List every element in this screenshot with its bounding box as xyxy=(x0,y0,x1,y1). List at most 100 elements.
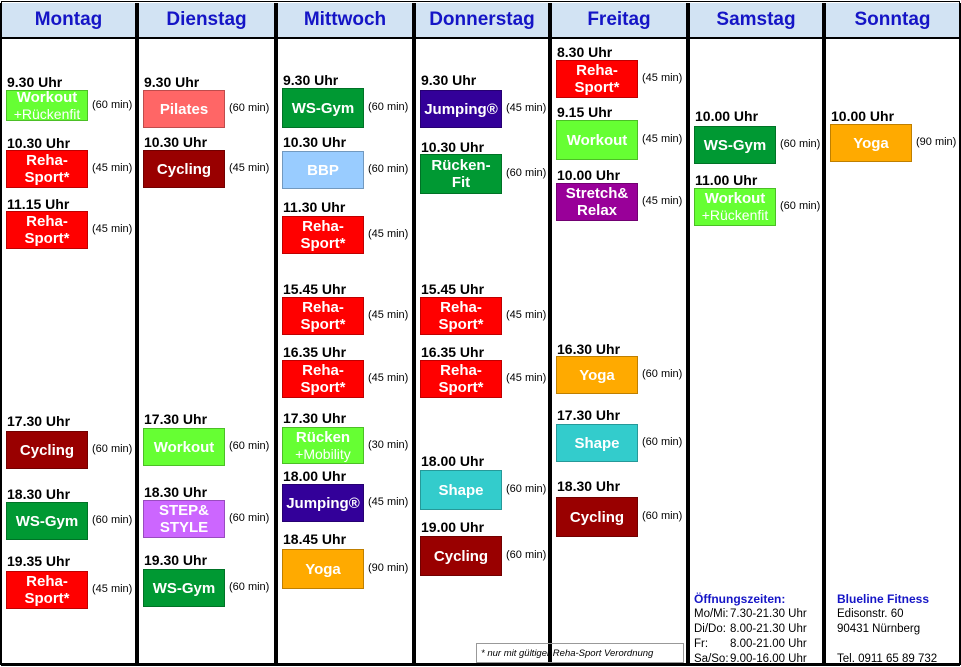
class-duration: (60 min) xyxy=(229,581,270,593)
class-time: 10.30 Uhr xyxy=(421,139,485,155)
class-name-part: Relax xyxy=(576,202,618,219)
class-time: 10.00 Uhr xyxy=(557,167,621,183)
class-duration: (45 min) xyxy=(642,72,683,84)
class-duration: (45 min) xyxy=(92,162,133,174)
class-time: 10.00 Uhr xyxy=(831,108,895,124)
class-time: 15.45 Uhr xyxy=(283,281,347,297)
class-tile: Yoga xyxy=(556,356,638,394)
class-tile: Jumping® xyxy=(420,90,502,128)
city: 90431 Nürnberg xyxy=(837,623,921,635)
class-tile: Jumping® xyxy=(282,484,364,522)
class-duration: (45 min) xyxy=(642,133,683,145)
class-name-part: Reha- xyxy=(26,152,68,169)
phone: Tel. 0911 65 89 732 xyxy=(837,653,938,665)
class-time: 11.00 Uhr xyxy=(695,172,758,188)
class-name-part: Sport* xyxy=(438,379,484,396)
class-tile: Shape xyxy=(420,470,502,510)
class-tile: Reha- Sport* xyxy=(556,60,638,98)
class-time: 9.30 Uhr xyxy=(283,72,339,88)
class-time: 18.30 Uhr xyxy=(7,486,71,502)
class-duration: (60 min) xyxy=(92,98,133,111)
class-tile: Shape xyxy=(556,424,638,462)
class-name-part: +Rückenfit xyxy=(701,207,769,223)
class-time: 18.30 Uhr xyxy=(144,484,208,500)
hours-row: Fr: 8.00-21.00 Uhr xyxy=(694,638,807,650)
class-tile: Cycling xyxy=(420,536,502,576)
class-duration: (60 min) xyxy=(780,138,821,150)
class-time: 8.30 Uhr xyxy=(557,44,613,60)
opening-hours-title: Öffnungszeiten: xyxy=(694,592,786,606)
class-time: 17.30 Uhr xyxy=(7,413,71,429)
class-time: 18.45 Uhr xyxy=(283,531,347,547)
class-duration: (60 min) xyxy=(780,200,821,212)
class-name-part: Sport* xyxy=(24,230,70,247)
hours-row: Di/Do: 8.00-21.30 Uhr xyxy=(694,623,807,635)
studio-address: Blueline Fitness Edisonstr. 60 90431 Nür… xyxy=(837,592,937,667)
class-time: 17.30 Uhr xyxy=(144,411,208,427)
class-tile: Reha- Sport* xyxy=(282,297,364,335)
class-name-part: +Mobility xyxy=(295,445,351,462)
day-column-dienstag: Dienstag 9.30 Uhr Pilates (60 min) 10.30 Uhr… xyxy=(137,3,276,665)
class-time: 9.30 Uhr xyxy=(421,72,477,88)
class-name-part: STEP& xyxy=(158,502,209,519)
class-name-part: STYLE xyxy=(159,519,209,536)
class-duration: (60 min) xyxy=(642,510,683,522)
class-duration: (45 min) xyxy=(368,496,409,508)
class-tile: Workout xyxy=(143,428,225,466)
class-duration: (60 min) xyxy=(229,512,270,524)
class-name-part: Reha- xyxy=(302,218,344,235)
class-tile: Reha- Sport* xyxy=(420,360,502,398)
class-time: 16.30 Uhr xyxy=(557,341,621,357)
class-duration: (60 min) xyxy=(92,443,133,455)
class-name-part: Sport* xyxy=(24,169,70,186)
class-tile: WS-Gym xyxy=(282,88,364,128)
class-time: 19.00 Uhr xyxy=(421,519,485,535)
class-duration: (60 min) xyxy=(506,549,547,561)
class-time: 18.00 Uhr xyxy=(421,453,485,469)
class-duration: (60 min) xyxy=(506,167,547,179)
day-header: Donnerstag xyxy=(416,3,548,39)
class-duration: (60 min) xyxy=(229,102,270,114)
class-duration: (45 min) xyxy=(642,195,683,207)
day-header: Freitag xyxy=(552,3,686,39)
class-duration: (45 min) xyxy=(368,228,409,240)
class-name-part: Fit xyxy=(451,174,471,191)
day-column-montag: Montag 9.30 Uhr Workout +Rückenfit (60 min) 1… xyxy=(0,3,137,665)
class-name-part: Sport* xyxy=(300,379,346,396)
class-duration: (60 min) xyxy=(368,163,409,175)
class-name-part: Stretch& xyxy=(565,185,629,202)
class-duration: (60 min) xyxy=(92,514,133,526)
class-time: 16.35 Uhr xyxy=(421,344,485,360)
day-column-freitag: Freitag 8.30 Uhr Reha- Sport* (45 min) 9.15 U… xyxy=(550,3,688,665)
class-time: 10.30 Uhr xyxy=(144,134,208,150)
class-name-part: Reha- xyxy=(302,362,344,379)
hours-row: Mo/Mi: 7.30-21.30 Uhr xyxy=(694,608,807,620)
class-tile: Reha- Sport* xyxy=(6,571,88,609)
class-tile: Workout +Rückenfit xyxy=(6,88,88,122)
class-tile: Reha- Sport* xyxy=(6,150,88,188)
class-name-part: Workout xyxy=(16,88,78,106)
class-duration: (60 min) xyxy=(642,436,683,448)
class-time: 18.00 Uhr xyxy=(283,468,347,484)
class-time: 10.30 Uhr xyxy=(7,135,71,151)
class-duration: (60 min) xyxy=(642,368,683,380)
class-duration: (45 min) xyxy=(506,102,547,114)
class-name-part: Sport* xyxy=(438,316,484,333)
class-tile: Reha- Sport* xyxy=(420,297,502,335)
opening-hours: Öffnungszeiten: Mo/Mi: 7.30-21.30 Uhr Di/… xyxy=(694,592,807,667)
class-name-part: Reha- xyxy=(440,299,482,316)
hours-row: Sa/So: 9.00-16.00 Uhr xyxy=(694,653,807,665)
class-name-part: Rücken- xyxy=(431,157,491,174)
class-tile: WS-Gym xyxy=(6,502,88,540)
day-header: Montag xyxy=(2,3,135,39)
class-name-part: +Rückenfit xyxy=(13,105,81,122)
class-name-part: Reha- xyxy=(26,573,68,590)
class-duration: (45 min) xyxy=(506,372,547,384)
class-tile: Cycling xyxy=(556,497,638,537)
class-time: 11.30 Uhr xyxy=(283,199,346,215)
day-header: Mittwoch xyxy=(278,3,412,39)
class-time: 10.00 Uhr xyxy=(695,108,759,124)
class-name-part: Workout xyxy=(704,190,766,207)
class-duration: (90 min) xyxy=(916,136,957,148)
day-column-sonntag: Sonntag 10.00 Uhr Yoga (90 min) xyxy=(824,3,961,665)
